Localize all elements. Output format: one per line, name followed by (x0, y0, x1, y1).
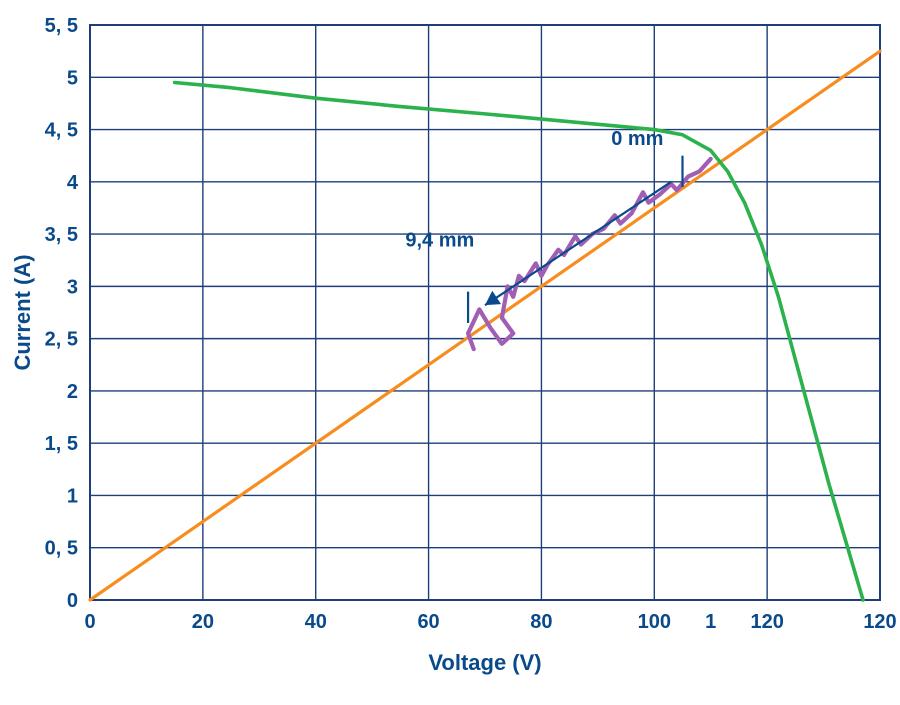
y-tick-label: 2, 5 (45, 329, 78, 351)
x-tick-label: 20 (192, 611, 214, 633)
x-axis-title: Voltage (V) (428, 650, 541, 675)
x-tick-label: 80 (530, 611, 552, 633)
x-tick-label: 40 (305, 611, 327, 633)
annotation-0mm: 0 mm (611, 128, 663, 150)
x-tick-label: 120 (750, 611, 783, 633)
y-tick-label: 5, 5 (45, 15, 78, 37)
y-tick-label: 0, 5 (45, 538, 78, 560)
x-tick-label: 120 (863, 611, 896, 633)
x-tick-label: 0 (84, 611, 95, 633)
y-tick-label: 1, 5 (45, 433, 78, 455)
y-tick-label: 3, 5 (45, 224, 78, 246)
chart-svg: 0 mm 9,4 mm 0 20 40 60 80 100 120 120 1 0 0, 5 1 1, 5 2… (0, 0, 900, 705)
y-tick-label: 4, 5 (45, 120, 78, 142)
iv-chart: 0 mm 9,4 mm 0 20 40 60 80 100 120 120 1 0 0, 5 1 1, 5 2… (0, 0, 900, 705)
y-tick-label: 5 (67, 67, 78, 89)
y-tick-label: 4 (67, 172, 79, 194)
y-axis-title: Current (A) (10, 254, 35, 370)
annotation-9-4mm: 9,4 mm (405, 230, 474, 252)
x-tick-label: 60 (417, 611, 439, 633)
y-tick-label: 2 (67, 381, 78, 403)
y-tick-label: 3 (67, 276, 78, 298)
y-tick-label: 0 (67, 590, 78, 612)
y-tick-label: 1 (67, 485, 78, 507)
x-tick-label: 100 (638, 611, 671, 633)
x-tick-label-extra: 1 (705, 611, 716, 633)
